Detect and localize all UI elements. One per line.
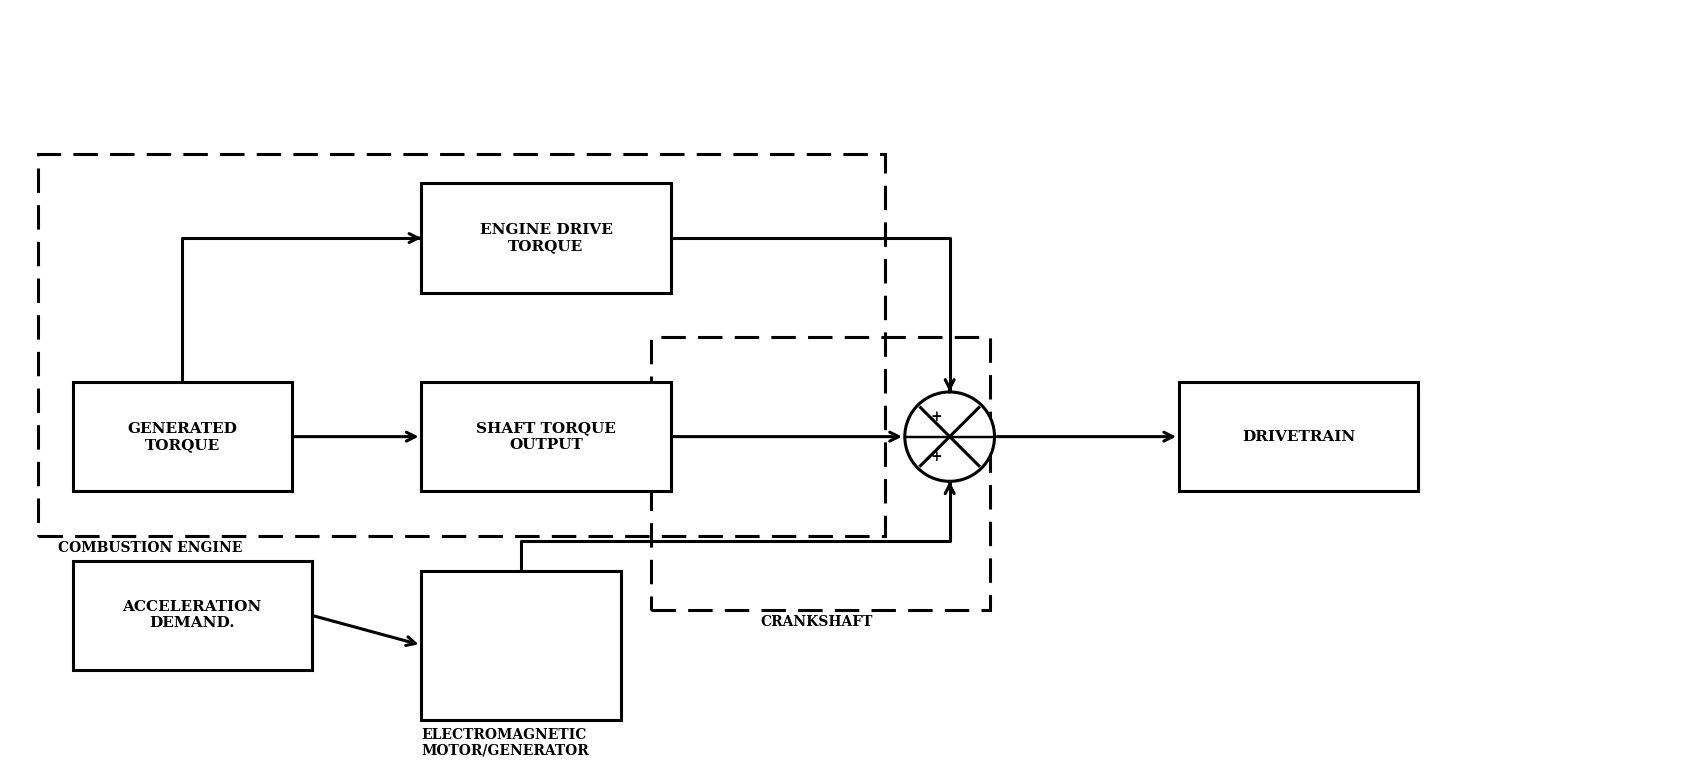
Text: SHAFT TORQUE
OUTPUT: SHAFT TORQUE OUTPUT [477, 422, 616, 452]
Text: ACCELERATION
DEMAND.: ACCELERATION DEMAND. [122, 601, 261, 631]
Text: COMBUSTION ENGINE: COMBUSTION ENGINE [58, 541, 243, 555]
Bar [73, 560, 312, 670]
Bar [73, 382, 292, 491]
Text: +: + [930, 409, 942, 424]
Text: ENGINE DRIVE
TORQUE: ENGINE DRIVE TORQUE [480, 223, 613, 253]
Bar [37, 154, 884, 536]
Bar [421, 571, 621, 720]
Bar [1179, 382, 1419, 491]
Text: DRIVETRAIN: DRIVETRAIN [1242, 430, 1356, 444]
Bar [421, 184, 670, 293]
Ellipse shape [905, 392, 994, 481]
Bar [650, 337, 989, 611]
Bar [421, 382, 670, 491]
Text: +: + [930, 450, 942, 464]
Text: ELECTROMAGNETIC
MOTOR/GENERATOR: ELECTROMAGNETIC MOTOR/GENERATOR [421, 727, 589, 758]
Text: GENERATED
TORQUE: GENERATED TORQUE [127, 422, 238, 452]
Text: CRANKSHAFT: CRANKSHAFT [760, 615, 872, 629]
